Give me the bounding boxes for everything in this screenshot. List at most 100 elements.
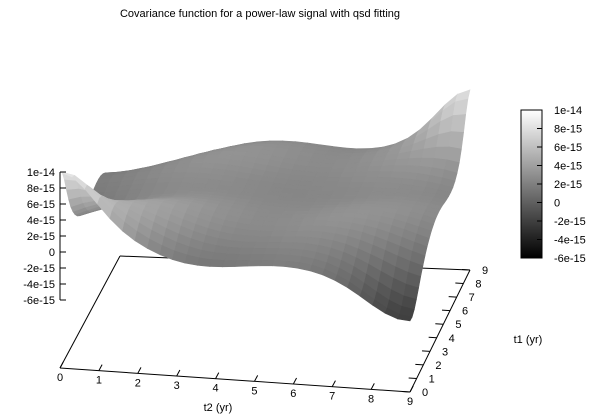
x-tick-label: 8 — [368, 393, 374, 405]
surface-patch — [280, 210, 297, 215]
surface-patch — [343, 191, 360, 196]
surface-patch — [189, 158, 206, 164]
x-tick-mark — [292, 377, 297, 385]
surface-patch — [245, 229, 261, 237]
surface-patch — [389, 171, 406, 179]
y-tick-label: 4 — [449, 333, 455, 345]
y-tick-label: 3 — [442, 346, 448, 358]
surface-patch — [263, 248, 280, 255]
z-tick-label: 0 — [49, 247, 55, 259]
surface-patch — [253, 241, 270, 249]
surface-patch — [314, 198, 331, 203]
surface-patch — [197, 257, 213, 267]
colorbar-tick-label: -6e-15 — [554, 253, 586, 265]
colorbar-tick-label: -2e-15 — [554, 216, 586, 228]
surface-patch — [360, 181, 377, 188]
surface-patch — [375, 176, 391, 184]
surface-patch — [318, 190, 335, 196]
surface-patch — [394, 158, 410, 166]
surface-patch — [364, 171, 381, 178]
x-tick-mark — [176, 369, 181, 377]
surface-patch — [348, 181, 364, 188]
surface-patch — [320, 186, 337, 192]
x-tick-label: 7 — [329, 391, 335, 403]
surface-patch — [284, 260, 301, 269]
surface-patch — [379, 165, 396, 173]
y-tick-mark — [415, 363, 424, 366]
x-tick-label: 4 — [212, 383, 218, 395]
y-tick-mark — [401, 391, 411, 393]
surface-patch — [433, 146, 450, 161]
y-tick-mark — [435, 323, 444, 325]
surface-patch — [183, 172, 200, 179]
surface-patch — [345, 206, 362, 211]
x-tick-mark — [370, 383, 375, 390]
y-tick-label: 9 — [482, 265, 488, 277]
surface-patch — [448, 131, 464, 150]
surface-patch — [174, 190, 191, 195]
surface-patch — [265, 242, 282, 249]
surface-patch — [326, 216, 343, 223]
y-axis-label: t1 (yr) — [514, 334, 543, 346]
y-tick-mark — [408, 377, 417, 379]
x-tick-label: 5 — [251, 385, 257, 397]
surface-patch — [364, 198, 381, 202]
surface-patch — [278, 214, 295, 219]
colorbar-ticks: 1e-14 8e-15 6e-15 4e-15 2e-15 0 -2e-15 -4e-15 -6… — [537, 105, 586, 265]
y-tick-label: 1 — [429, 373, 435, 385]
surface-patch — [368, 191, 385, 197]
x-tick-label: 2 — [135, 377, 141, 389]
surface-patch — [295, 230, 311, 238]
colorbar-tick-label: 1e-14 — [554, 105, 582, 117]
surface-patch — [338, 152, 354, 157]
surface-patch — [319, 162, 335, 169]
x-tick-mark — [59, 361, 64, 369]
colorbar-tick-label: 4e-15 — [554, 161, 582, 173]
surface-patch — [337, 176, 354, 183]
surface-patch — [317, 167, 333, 173]
surface-patch — [339, 171, 356, 178]
surface-patch — [282, 230, 299, 237]
surface-patch — [312, 220, 328, 227]
chart-title: Covariance function for a power-law sign… — [120, 8, 400, 20]
surface-patch — [272, 225, 288, 232]
surface-patch — [278, 241, 295, 250]
surface-patch — [328, 212, 345, 218]
surface-patch — [329, 167, 346, 173]
surface-patch — [367, 165, 383, 173]
x-tick-mark — [331, 380, 336, 387]
surface-patch — [204, 154, 221, 160]
surface-patch — [284, 225, 301, 232]
surface-patch — [345, 186, 362, 193]
x-tick-mark — [137, 367, 142, 374]
surface-patch — [276, 247, 292, 256]
z-tick-label: -6e-15 — [23, 295, 55, 307]
x-axis-ticks: 0 1 2 3 4 5 6 7 8 9 — [57, 361, 414, 408]
surface-patch — [406, 157, 423, 167]
y-tick-label: 7 — [469, 292, 475, 304]
surface-patch — [356, 191, 372, 197]
colorbar-tick-label: 8e-15 — [554, 124, 582, 136]
y-tick-label: 6 — [462, 306, 468, 318]
surface-patch — [226, 246, 242, 255]
surface-patch — [176, 186, 193, 192]
surface-patch — [397, 314, 413, 322]
surface-patch — [331, 190, 347, 196]
x-tick-mark — [215, 372, 220, 379]
surface-patch — [228, 240, 245, 249]
y-tick-mark — [455, 282, 464, 285]
z-tick-label: 6e-15 — [27, 199, 55, 211]
surface-patch — [370, 187, 387, 193]
surface-patch — [352, 171, 368, 178]
y-tick-mark — [428, 336, 437, 339]
surface-patch — [222, 260, 238, 268]
surface-patch — [209, 259, 226, 268]
colorbar-tick-label: 0 — [554, 198, 560, 210]
surface-patch — [450, 114, 467, 133]
surface-patch — [270, 230, 286, 237]
x-tick-label: 3 — [174, 380, 180, 392]
surface-patch — [170, 172, 187, 178]
back-left-edge — [59, 255, 121, 369]
z-tick-label: -4e-15 — [23, 279, 55, 291]
